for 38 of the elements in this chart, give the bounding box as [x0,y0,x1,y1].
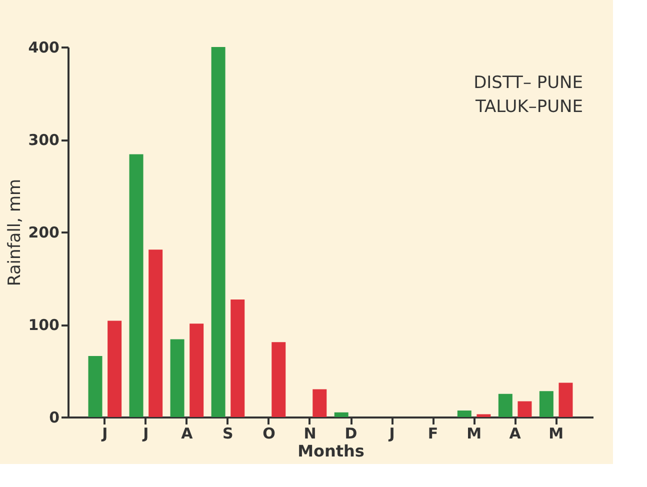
x-tick-label: M [466,424,482,442]
annotation: TALUK–PUNE [474,97,583,117]
x-tick-label: S [222,424,234,442]
x-tick-label: A [181,424,194,442]
x-tick-label: A [509,424,522,442]
x-tick-label: J [101,424,108,442]
bar [129,154,144,417]
bar [476,414,491,417]
y-tick-label: 400 [28,38,60,56]
annotation: DISTT– PUNE [474,73,583,93]
bar [312,389,327,417]
bar [230,300,245,417]
bar [272,342,286,417]
bar [190,324,204,417]
x-axis-title: Months [298,442,364,460]
y-tick-label: 100 [28,316,60,334]
bar [88,356,102,417]
x-tick-label: F [428,424,438,442]
bar [539,391,554,417]
x-tick-label: M [548,424,564,442]
x-tick-label: O [262,424,276,442]
bar [558,382,573,417]
bar [334,412,348,417]
bar [498,394,512,417]
y-tick-label: 300 [28,131,60,149]
y-tick-label: 0 [49,408,60,426]
bar [211,47,226,417]
x-tick-label: J [388,424,395,442]
bar [148,250,163,417]
y-axis-title: Rainfall, mm [5,178,26,286]
x-tick-label: D [344,424,358,442]
bar [457,410,472,417]
x-tick-label: N [304,424,316,442]
bar [518,401,532,417]
x-tick-label: J [142,424,149,442]
y-tick-label: 200 [28,224,60,242]
bar [170,339,184,417]
bar [108,320,122,417]
